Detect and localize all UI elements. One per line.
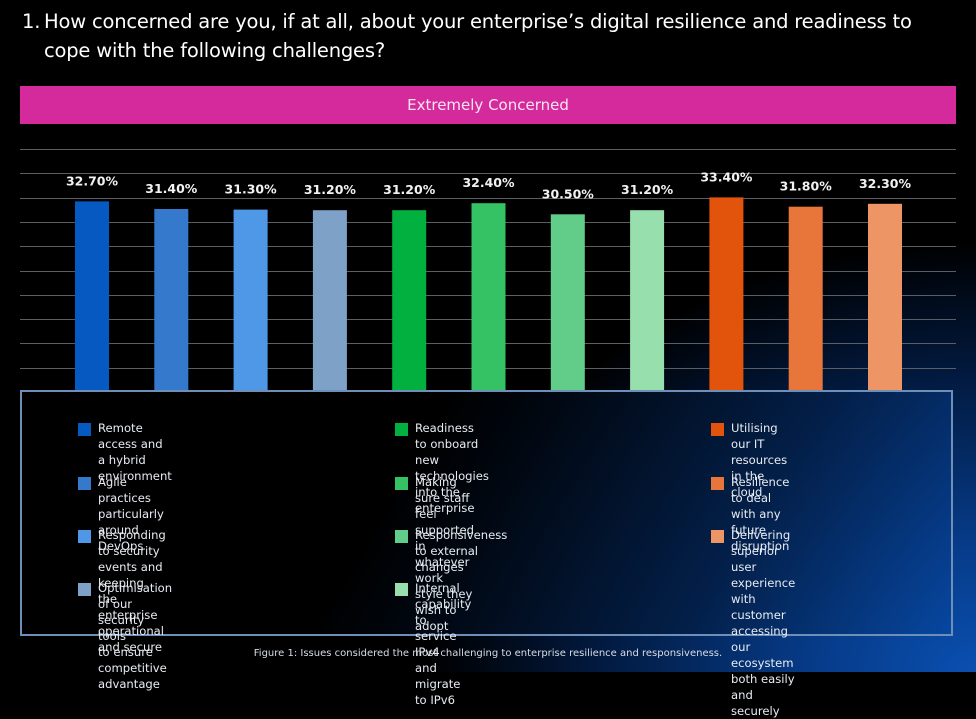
legend-item: Responding to security events and keepin… [78,527,166,655]
legend-swatch [78,423,91,436]
bar [392,210,427,392]
bar [471,203,506,392]
value-labels: 32.70% 31.40% 31.30% 31.20% 31.20% 32.40% 30.5… [66,169,912,201]
legend-swatch [395,530,408,543]
bar [75,201,109,392]
chart-title-banner: Extremely Concerned [20,86,956,124]
legend-item: Remote access and a hybrid environment [78,420,172,484]
legend-item: Agile practices particularly around DevO… [78,474,164,554]
legend-item: Resilience to deal with any future disru… [711,474,789,554]
bar [709,197,744,392]
legend-label: Resilience to deal with any future disru… [731,475,790,553]
bar-chart: 32.70% 31.40% 31.30% 31.20% 31.20% 32.40% 30.5… [20,149,956,392]
legend-label: Responding to security events and keepin… [98,528,166,654]
legend-swatch [395,423,408,436]
legend-label: Making sure staff feel supported in what… [415,475,475,633]
data-label: 31.20% [304,182,357,197]
legend-swatch [711,423,724,436]
legend: Remote access and a hybrid environment Ag… [20,390,953,718]
legend-swatch [395,477,408,490]
bar [233,209,268,392]
bar [550,214,585,392]
data-label: 31.80% [780,179,833,194]
legend-item: Optimisation of our security tools to en… [78,580,172,692]
data-label: 31.20% [621,182,674,197]
question-text: How concerned are you, if at all, about … [44,10,912,62]
bars [75,197,902,392]
data-label: 31.20% [383,182,436,197]
legend-swatch [78,583,91,596]
chart-title: Extremely Concerned [407,96,569,114]
legend-swatch [711,477,724,490]
legend-label: Delivering superior user experience with… [731,528,796,718]
data-label: 33.40% [700,169,753,184]
bar [154,209,189,392]
bar [868,203,902,392]
data-label: 31.30% [225,182,278,197]
legend-swatch [78,477,91,490]
legend-item: Internal capability to service IPv4 and … [395,580,471,708]
legend-label: Internal capability to service IPv4 and … [415,581,472,707]
legend-label: Responsiveness to external changes [415,528,508,574]
data-label: 31.40% [145,181,198,196]
legend-item: Making sure staff feel supported in what… [395,474,474,634]
legend-swatch [395,583,408,596]
bar [788,206,823,392]
data-label: 32.40% [462,175,515,190]
legend-item: Responsiveness to external changes [395,527,507,575]
legend-item: Delivering superior user experience with… [711,527,795,719]
legend-swatch [78,530,91,543]
legend-label: Agile practices particularly around DevO… [98,475,164,553]
legend-label: Optimisation of our security tools to en… [98,581,173,691]
legend-label: Utilising our IT resources in the cloud [731,421,788,499]
bar [630,210,665,392]
data-label: 32.70% [66,173,119,188]
data-label: 32.30% [859,176,912,191]
legend-swatch [711,530,724,543]
data-label: 30.50% [542,186,595,201]
figure-caption: Figure 1: Issues considered the most cha… [253,648,723,659]
bar [312,210,347,392]
question-number: 1. [22,10,41,33]
legend-item: Readiness to onboard new technologies in… [395,420,489,516]
legend-label: Readiness to onboard new technologies in… [415,421,489,515]
question-title: 1. How concerned are you, if at all, abo… [22,7,922,65]
legend-item: Utilising our IT resources in the cloud [711,420,787,500]
legend-label: Remote access and a hybrid environment [98,421,172,483]
